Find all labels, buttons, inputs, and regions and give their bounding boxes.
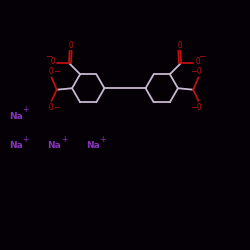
Text: Na: Na <box>86 141 100 150</box>
Text: +: + <box>23 134 29 143</box>
Text: −: − <box>53 103 60 112</box>
Text: Na: Na <box>9 141 23 150</box>
Text: −: − <box>45 52 52 61</box>
Text: O: O <box>68 40 73 50</box>
Text: +: + <box>23 105 29 114</box>
Text: Na: Na <box>9 112 23 121</box>
Text: −: − <box>190 67 197 76</box>
Text: O: O <box>197 66 202 76</box>
Text: −: − <box>190 103 197 112</box>
Text: +: + <box>61 134 67 143</box>
Text: −: − <box>53 67 60 76</box>
Text: O: O <box>48 66 53 76</box>
Text: −: − <box>198 52 205 61</box>
Text: O: O <box>195 57 200 66</box>
Text: O: O <box>197 103 202 112</box>
Text: O: O <box>50 57 55 66</box>
Text: O: O <box>177 40 182 50</box>
Text: Na: Na <box>48 141 61 150</box>
Text: +: + <box>99 134 105 143</box>
Text: O: O <box>48 103 53 112</box>
